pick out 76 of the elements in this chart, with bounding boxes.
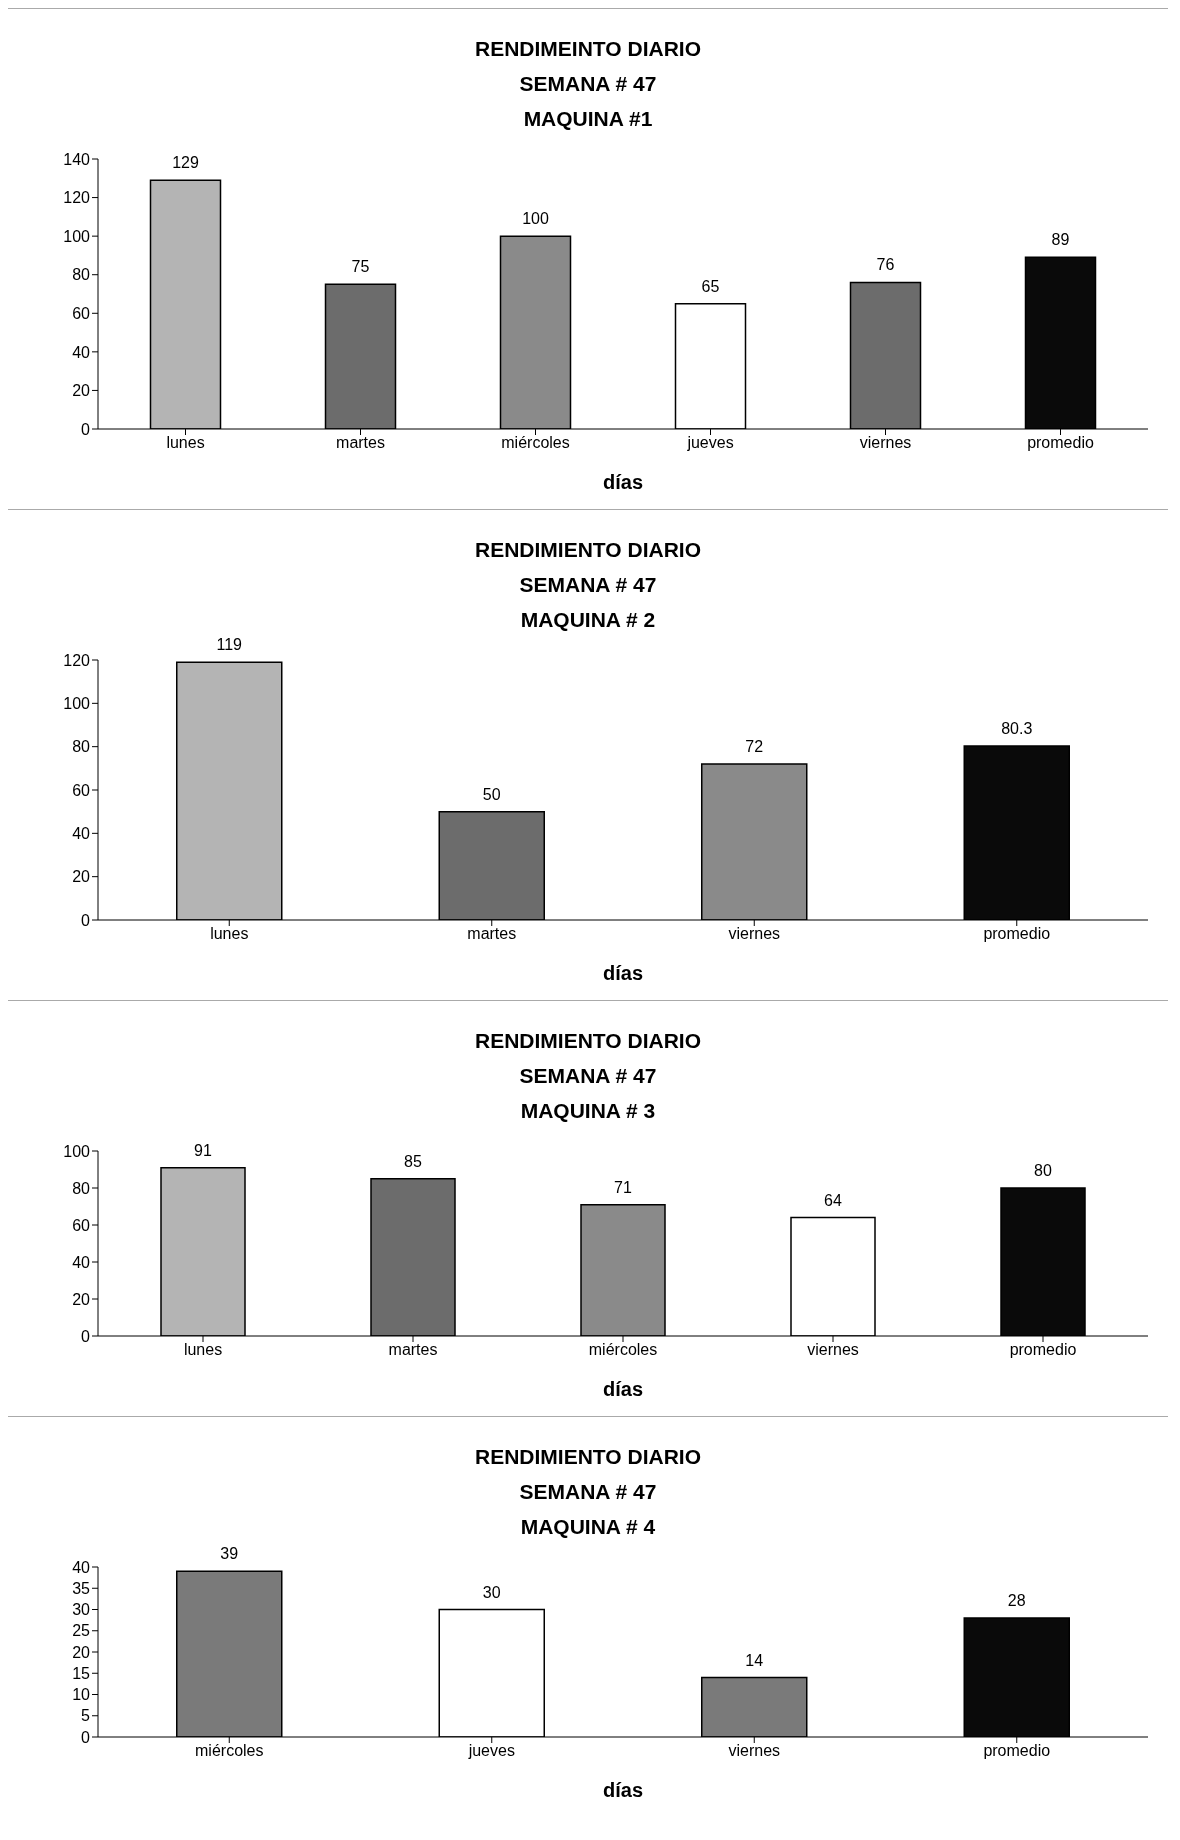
y-tick-label: 80	[72, 738, 91, 756]
y-tick-label: 0	[81, 420, 91, 438]
data-label: 39	[220, 1545, 239, 1563]
x-tick-label: jueves	[686, 434, 734, 452]
x-tick-label: promedio	[1027, 434, 1094, 452]
chart-title: RENDIMEINTO DIARIO SEMANA # 47 MAQUINA #1	[475, 37, 701, 130]
x-tick-label: viernes	[728, 925, 781, 943]
data-label: 64	[824, 1191, 842, 1209]
y-tick-label: 60	[72, 781, 91, 799]
x-tick-label: martes	[467, 925, 517, 943]
y-tick-label: 40	[72, 343, 91, 361]
x-tick-label: lunes	[166, 434, 205, 452]
data-label: 75	[351, 258, 370, 276]
y-tick-label: 60	[72, 304, 91, 322]
y-tick-label: 80	[72, 266, 91, 284]
y-tick-label: 40	[72, 1558, 91, 1576]
y-tick-label: 15	[72, 1664, 91, 1682]
data-label: 76	[876, 256, 895, 274]
x-tick-label: promedio	[1009, 1341, 1077, 1359]
x-tick-label: miércoles	[588, 1341, 658, 1359]
data-label: 72	[745, 738, 764, 755]
y-tick-label: 10	[72, 1686, 91, 1704]
x-axis-title: días	[602, 1378, 644, 1400]
x-axis-title: días	[602, 1779, 644, 1801]
x-tick-label: lunes	[210, 925, 249, 943]
x-tick-label: viernes	[807, 1341, 859, 1359]
data-label: 80	[1034, 1162, 1052, 1179]
data-label: 80.3	[1001, 720, 1033, 738]
y-tick-label: 35	[72, 1579, 91, 1597]
x-axis-title: días	[602, 962, 644, 984]
data-label: 28	[1007, 1592, 1026, 1609]
y-tick-label: 120	[63, 651, 91, 669]
y-tick-label: 20	[72, 1290, 91, 1308]
y-tick-label: 140	[63, 150, 91, 168]
data-label: 14	[745, 1651, 764, 1669]
y-tick-label: 60	[72, 1216, 91, 1234]
x-tick-label: viernes	[728, 1742, 781, 1760]
y-tick-label: 0	[81, 911, 91, 929]
x-tick-label: promedio	[983, 1742, 1051, 1760]
data-label: 85	[404, 1152, 422, 1170]
y-tick-label: 80	[72, 1179, 91, 1197]
y-tick-label: 5	[81, 1707, 91, 1725]
x-tick-label: viernes	[859, 434, 912, 452]
data-label: 91	[194, 1141, 212, 1159]
data-label: 65	[701, 277, 720, 295]
data-label: 50	[482, 785, 501, 803]
data-label: 30	[482, 1583, 501, 1601]
y-tick-label: 40	[72, 1253, 91, 1271]
data-label: 71	[614, 1178, 632, 1196]
y-tick-label: 120	[63, 189, 91, 207]
y-tick-label: 40	[72, 825, 91, 843]
y-tick-label: 30	[72, 1601, 91, 1619]
y-tick-label: 100	[63, 1142, 91, 1160]
data-label: 119	[216, 636, 243, 654]
x-tick-label: promedio	[983, 925, 1051, 943]
y-tick-label: 0	[81, 1728, 91, 1746]
y-tick-label: 20	[72, 382, 91, 400]
x-tick-label: miércoles	[501, 434, 570, 452]
x-axis-title: días	[602, 471, 644, 493]
y-tick-label: 25	[72, 1622, 91, 1640]
x-tick-label: lunes	[183, 1341, 223, 1359]
y-tick-label: 100	[63, 695, 91, 713]
x-tick-label: martes	[388, 1341, 438, 1359]
y-tick-label: 20	[72, 1643, 91, 1661]
chart-title: RENDIMIENTO DIARIO SEMANA # 47 MAQUINA # 2	[475, 538, 701, 631]
y-tick-label: 0	[81, 1327, 91, 1345]
x-tick-label: jueves	[467, 1742, 515, 1760]
data-label: 100	[522, 210, 549, 228]
chart-title: RENDIMIENTO DIARIO SEMANA # 47 MAQUINA # 4	[475, 1445, 701, 1538]
x-tick-label: martes	[336, 434, 385, 452]
data-label: 89	[1051, 231, 1070, 249]
x-tick-label: miércoles	[195, 1742, 264, 1760]
chart-title: RENDIMIENTO DIARIO SEMANA # 47 MAQUINA # 3	[475, 1029, 701, 1122]
y-tick-label: 20	[72, 868, 91, 886]
data-label: 129	[172, 154, 199, 172]
y-tick-label: 100	[63, 227, 91, 245]
